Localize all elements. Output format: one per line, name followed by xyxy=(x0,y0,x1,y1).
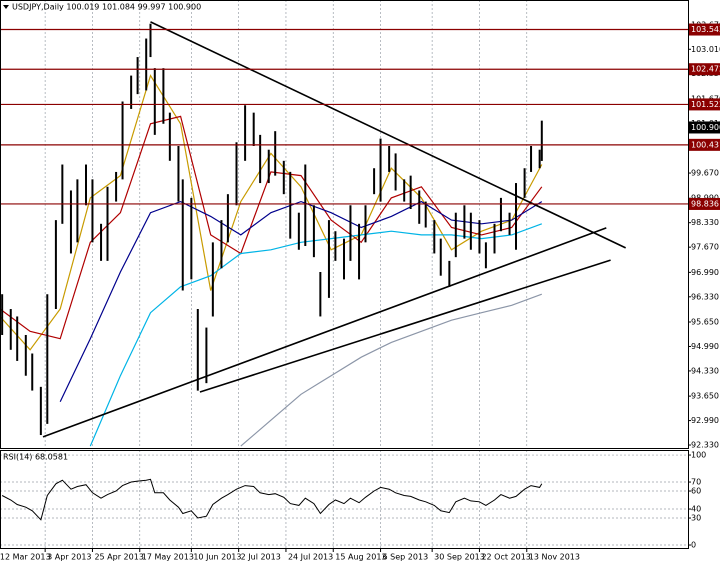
x-tick-label: 6 Sep 2013 xyxy=(383,553,429,562)
x-tick-label: 13 Nov 2013 xyxy=(529,553,580,562)
moving-average xyxy=(0,115,543,340)
price-panel xyxy=(0,0,688,448)
x-tick-label: 25 Apr 2013 xyxy=(94,553,143,562)
current-price-bg xyxy=(689,121,720,134)
rsi-line xyxy=(1,478,543,521)
rsi-title: RSI(14) 68.0581 xyxy=(3,453,68,462)
chart-title: USDJPY,Daily 100.019 101.084 99.997 100.… xyxy=(12,3,201,12)
y-tick-label: 92.990 xyxy=(691,416,719,425)
moving-average xyxy=(240,293,543,447)
level-label: 103.543 xyxy=(691,25,720,34)
y-tick-label: 60 xyxy=(691,487,701,496)
x-tick-label: 30 Sep 2013 xyxy=(434,553,485,562)
price-frame xyxy=(0,0,689,449)
trendline xyxy=(150,21,626,249)
x-tick-label: 2 Jul 2013 xyxy=(241,553,281,562)
current-price-label: 100.900 xyxy=(691,123,720,132)
level-label-bg xyxy=(689,63,720,76)
trendline xyxy=(199,259,611,393)
y-tick-label: 94.990 xyxy=(691,342,719,351)
trendline xyxy=(42,227,607,438)
y-tick-label: 70 xyxy=(691,478,701,487)
x-tick-label: 12 Mar 2013 xyxy=(0,553,51,562)
x-tick-label: 17 May 2013 xyxy=(142,553,194,562)
y-tick-label: 0 xyxy=(691,541,696,550)
y-tick-label: 99.670 xyxy=(691,169,719,178)
y-tick-label: 98.330 xyxy=(691,218,719,227)
level-label: 98.836 xyxy=(691,199,719,208)
y-tick-label: 94.330 xyxy=(691,366,719,375)
y-tick-label: 103.010 xyxy=(691,45,720,54)
x-tick-label: 10 Jun 2013 xyxy=(193,553,241,562)
y-tick-label: 97.670 xyxy=(691,243,719,252)
level-label-bg xyxy=(689,197,720,210)
rsi-panel xyxy=(0,450,688,548)
y-tick-label: 100 xyxy=(691,451,706,460)
level-label-bg xyxy=(689,138,720,151)
y-tick-label: 96.990 xyxy=(691,268,719,277)
level-label-bg xyxy=(689,98,720,111)
level-label-bg xyxy=(689,23,720,36)
x-tick-label: 24 Jul 2013 xyxy=(288,553,333,562)
y-tick-label: 40 xyxy=(691,505,701,514)
y-tick-label: 30 xyxy=(691,514,701,523)
moving-average xyxy=(59,200,543,402)
x-tick-label: 15 Aug 2013 xyxy=(335,553,386,562)
moving-average xyxy=(0,74,543,351)
axis-layer: 103.670103.010102.350101.670101.010100.3… xyxy=(0,20,720,562)
menu-arrow[interactable] xyxy=(3,5,9,9)
y-tick-label: 92.330 xyxy=(691,441,719,450)
y-tick-label: 96.330 xyxy=(691,292,719,301)
x-tick-label: 22 Oct 2013 xyxy=(481,553,530,562)
level-label: 102.472 xyxy=(691,65,720,74)
x-tick-label: 3 Apr 2013 xyxy=(47,553,91,562)
level-label: 100.431 xyxy=(691,140,720,149)
level-label: 101.522 xyxy=(691,100,720,109)
y-tick-label: 95.650 xyxy=(691,318,719,327)
y-tick-label: 93.650 xyxy=(691,392,719,401)
rsi-frame xyxy=(0,450,689,549)
moving-average xyxy=(89,223,543,447)
